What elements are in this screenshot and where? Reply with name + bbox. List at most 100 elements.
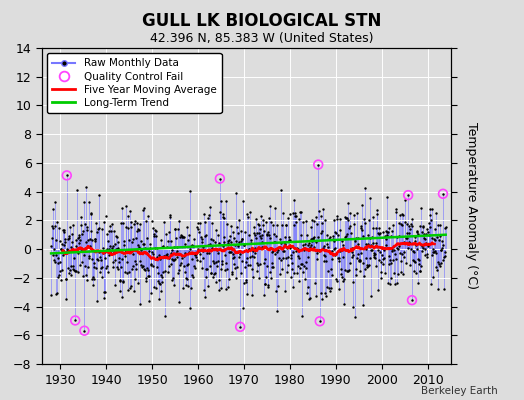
Point: [172, 235, 180, 242]
Point: [100, 288, 108, 295]
Point: [408, 297, 416, 303]
Point: [144, 267, 152, 273]
Point: [92, 219, 101, 226]
Point: [239, 304, 247, 311]
Point: [354, 250, 362, 257]
Point: [92, 265, 100, 272]
Point: [435, 222, 444, 228]
Point: [270, 230, 278, 237]
Point: [308, 217, 316, 223]
Point: [122, 224, 130, 230]
Point: [98, 225, 106, 232]
Point: [223, 266, 231, 272]
Point: [417, 262, 425, 269]
Point: [66, 270, 74, 276]
Point: [188, 256, 196, 262]
Point: [96, 269, 104, 275]
Point: [307, 236, 315, 242]
Point: [160, 219, 168, 225]
Point: [148, 251, 157, 257]
Point: [70, 254, 78, 261]
Point: [178, 233, 186, 239]
Point: [156, 236, 165, 243]
Point: [208, 220, 216, 226]
Point: [80, 328, 89, 334]
Point: [108, 243, 117, 249]
Point: [156, 256, 164, 262]
Point: [133, 220, 141, 226]
Point: [339, 242, 347, 248]
Point: [50, 259, 59, 265]
Point: [228, 255, 237, 262]
Point: [310, 244, 319, 251]
Point: [290, 270, 298, 276]
Point: [180, 241, 189, 248]
Point: [172, 250, 180, 256]
Point: [346, 260, 354, 266]
Point: [201, 218, 210, 225]
Point: [195, 229, 203, 235]
Point: [424, 229, 432, 235]
Point: [352, 272, 360, 278]
Point: [147, 261, 155, 267]
Point: [401, 219, 410, 225]
Point: [133, 228, 141, 234]
Point: [114, 266, 122, 272]
Point: [190, 236, 199, 242]
Point: [328, 272, 336, 278]
Point: [251, 250, 259, 256]
Point: [418, 229, 426, 235]
Point: [221, 252, 229, 258]
Point: [263, 231, 271, 237]
Point: [350, 221, 358, 227]
Point: [95, 192, 104, 198]
Point: [434, 258, 443, 265]
Point: [358, 202, 366, 209]
Point: [317, 230, 325, 236]
Point: [381, 236, 390, 242]
Point: [378, 245, 386, 251]
Point: [161, 253, 170, 260]
Point: [333, 278, 342, 284]
Point: [183, 262, 192, 268]
Point: [237, 238, 245, 244]
Point: [127, 283, 136, 289]
Point: [297, 232, 305, 238]
Point: [101, 249, 110, 255]
Point: [210, 271, 219, 277]
Point: [227, 223, 235, 230]
Point: [266, 234, 274, 241]
Point: [243, 290, 251, 297]
Point: [325, 236, 333, 242]
Point: [226, 233, 234, 239]
Point: [356, 257, 365, 263]
Point: [179, 263, 188, 269]
Point: [59, 252, 67, 258]
Point: [304, 247, 313, 253]
Point: [256, 233, 265, 240]
Point: [331, 229, 339, 235]
Point: [369, 240, 377, 246]
Point: [247, 252, 256, 259]
Point: [100, 295, 108, 301]
Point: [348, 252, 357, 258]
Point: [258, 239, 266, 245]
Point: [250, 230, 258, 237]
Point: [110, 228, 118, 235]
Point: [213, 262, 221, 269]
Point: [316, 212, 325, 219]
Point: [179, 285, 187, 291]
Point: [363, 262, 372, 268]
Point: [393, 233, 401, 240]
Point: [145, 298, 154, 304]
Point: [354, 235, 362, 242]
Point: [203, 250, 211, 256]
Point: [107, 245, 116, 251]
Point: [340, 301, 348, 308]
Point: [292, 248, 301, 254]
Point: [398, 211, 406, 217]
Point: [274, 283, 282, 290]
Point: [60, 227, 68, 233]
Point: [66, 224, 74, 230]
Point: [347, 248, 356, 255]
